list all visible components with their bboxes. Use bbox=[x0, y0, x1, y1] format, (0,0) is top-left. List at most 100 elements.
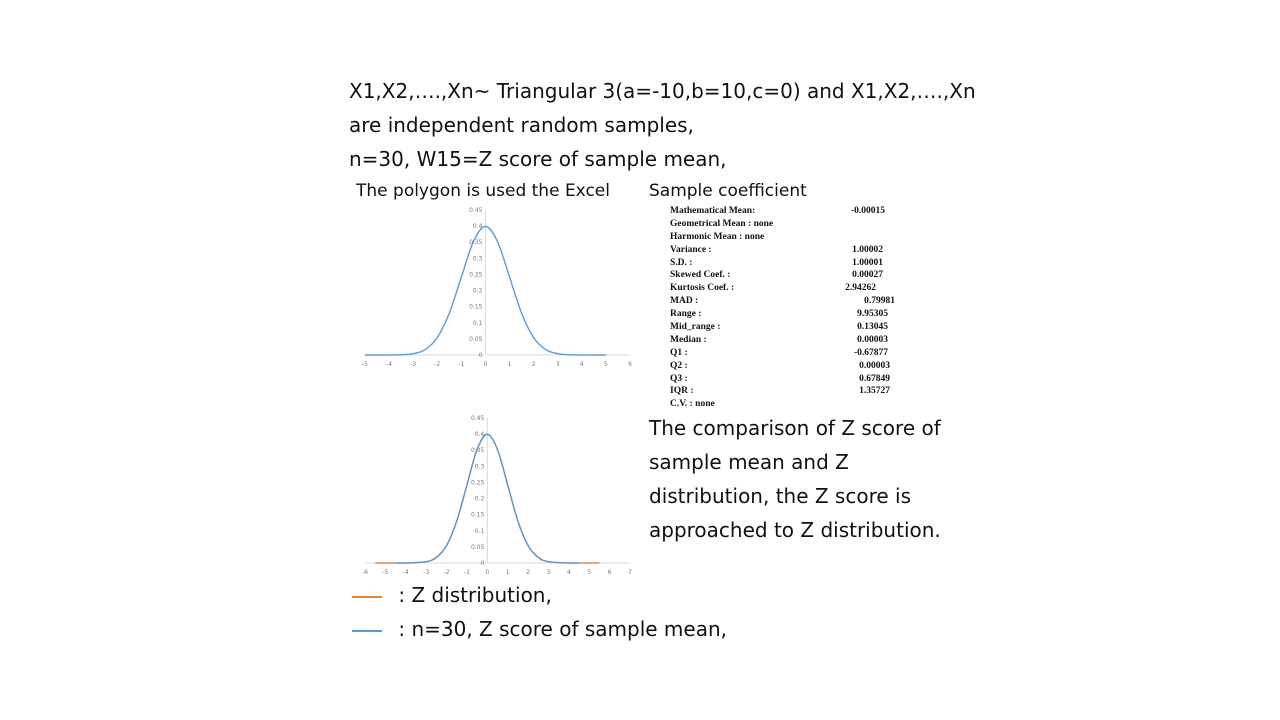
stat-value: 1.00001 bbox=[852, 257, 883, 268]
stat-row: Q3 : 0.67849 bbox=[670, 374, 910, 387]
y-tick-label: 0.4 bbox=[473, 223, 483, 230]
stat-row: Variance : 1.00002 bbox=[670, 245, 910, 258]
x-tick-label: 0 bbox=[485, 569, 489, 576]
x-tick-label: 2 bbox=[532, 361, 536, 368]
stat-name: Skewed Coef. : bbox=[670, 270, 731, 281]
y-tick-label: 0.3 bbox=[473, 255, 483, 262]
x-tick-label: -3 bbox=[410, 361, 416, 368]
stat-row: Kurtosis Coef. : 2.94262 bbox=[670, 283, 910, 296]
y-tick-label: 0.45 bbox=[471, 415, 485, 422]
y-tick-label: 0.45 bbox=[469, 207, 483, 214]
chart-bottom-comparison: 0 0.05 0.1 0.15 0.2 0.25 0.3 0.35 0.4 0.45 -6 -5 -4 -… bbox=[362, 415, 632, 576]
stat-value: 1.35727 bbox=[859, 386, 890, 397]
y-tick-label: 0 bbox=[480, 560, 484, 567]
y-tick-label: 0.25 bbox=[469, 271, 483, 278]
x-tick-label: 3 bbox=[556, 361, 560, 368]
stat-name: Q2 : bbox=[670, 360, 688, 371]
x-tick-label: -6 bbox=[362, 569, 368, 576]
stat-name: Harmonic Mean : none bbox=[670, 231, 765, 242]
legend-row-sample-mean: : n=30, Z score of sample mean, bbox=[352, 612, 727, 646]
y-tick-label: 0.1 bbox=[473, 320, 483, 327]
x-tick-label: -2 bbox=[444, 569, 450, 576]
y-tick-label: 0.25 bbox=[471, 479, 485, 486]
stat-row: MAD : 0.79981 bbox=[670, 296, 910, 309]
x-tick-label: -5 bbox=[362, 361, 368, 368]
comparison-text: The comparison of Z score of sample mean… bbox=[649, 416, 941, 542]
y-tick-label: 0.05 bbox=[469, 336, 483, 343]
x-tick-label: 4 bbox=[567, 569, 571, 576]
stat-row: Skewed Coef. : 0.00027 bbox=[670, 270, 910, 283]
stat-name: Geometrical Mean : none bbox=[670, 218, 774, 229]
y-tick-label: 0.2 bbox=[473, 288, 483, 295]
x-tick-label: 6 bbox=[608, 569, 612, 576]
heading-line-1: X1,X2,….,Xn~ Triangular 3(a=-10,b=10,c=0… bbox=[349, 79, 976, 103]
stat-row: Median : 0.00003 bbox=[670, 335, 910, 348]
x-tick-label: -3 bbox=[423, 569, 429, 576]
stat-name: Median : bbox=[670, 334, 707, 345]
x-tick-label: 5 bbox=[604, 361, 608, 368]
legend-line-orange-icon bbox=[352, 595, 382, 598]
sample-coefficient-table: Mathematical Mean: -0.00015 Geometrical M… bbox=[670, 206, 910, 412]
legend-line-blue-icon bbox=[352, 629, 382, 632]
x-tick-label: 1 bbox=[508, 361, 512, 368]
x-tick-label: -2 bbox=[434, 361, 440, 368]
y-tick-label: 0.3 bbox=[475, 463, 485, 470]
series-line-0 bbox=[365, 225, 606, 356]
polygon-label: The polygon is used the Excel bbox=[356, 181, 610, 201]
y-tick-label: 0.4 bbox=[475, 431, 485, 438]
stat-row: Range : 9.95305 bbox=[670, 309, 910, 322]
legend-row-z-distribution: : Z distribution, bbox=[352, 578, 552, 612]
stat-name: Q1 : bbox=[670, 347, 688, 358]
stat-row: Mathematical Mean: -0.00015 bbox=[670, 206, 910, 219]
stat-name: S.D. : bbox=[670, 257, 693, 268]
stat-row: Q1 : -0.67877 bbox=[670, 348, 910, 361]
stat-name: Mid_range : bbox=[670, 322, 721, 333]
legend-label-sample-mean: : n=30, Z score of sample mean, bbox=[392, 617, 727, 641]
stat-name: Mathematical Mean: bbox=[670, 206, 756, 216]
x-tick-label: 4 bbox=[580, 361, 584, 368]
y-tick-label: 0.35 bbox=[471, 447, 485, 454]
y-tick-label: 0.35 bbox=[469, 239, 483, 246]
x-tick-label: 2 bbox=[526, 569, 530, 576]
stat-row: Q2 : 0.00003 bbox=[670, 361, 910, 374]
stat-name: Variance : bbox=[670, 244, 712, 255]
stat-value: 0.00003 bbox=[859, 360, 890, 371]
series-line-1 bbox=[395, 433, 580, 564]
x-tick-label: -4 bbox=[403, 569, 409, 576]
stat-value: 0.00027 bbox=[852, 270, 883, 281]
chart-top-sample-mean: 0 0.05 0.1 0.15 0.2 0.25 0.3 0.35 0.4 0.45 -5 -4 -3 -… bbox=[362, 207, 632, 368]
stat-name: Range : bbox=[670, 309, 702, 320]
stat-name: Q3 : bbox=[670, 373, 688, 384]
stat-row: C.V. : none bbox=[670, 399, 910, 412]
stat-value: 0.00003 bbox=[857, 334, 888, 345]
stat-value: 1.00002 bbox=[852, 244, 883, 255]
stat-value: 9.95305 bbox=[857, 309, 888, 320]
stat-value: 2.94262 bbox=[845, 283, 876, 294]
y-tick-label: 0.15 bbox=[471, 512, 485, 519]
stat-value: -0.00015 bbox=[850, 206, 885, 216]
stat-row: Harmonic Mean : none bbox=[670, 232, 910, 245]
y-tick-label: 0.1 bbox=[475, 528, 485, 535]
heading-line-2: are independent random samples, bbox=[349, 113, 694, 137]
x-tick-label: 0 bbox=[484, 361, 488, 368]
stat-name: IQR : bbox=[670, 386, 694, 397]
stat-value: 0.13045 bbox=[857, 322, 888, 333]
coefficient-title: Sample coefficient bbox=[649, 181, 807, 201]
x-tick-label: 5 bbox=[587, 569, 591, 576]
x-tick-label: 3 bbox=[547, 569, 551, 576]
x-tick-label: 7 bbox=[628, 569, 632, 576]
x-tick-label: -5 bbox=[382, 569, 388, 576]
x-tick-label: 6 bbox=[628, 361, 632, 368]
stat-row: IQR : 1.35727 bbox=[670, 386, 910, 399]
stat-name: C.V. : none bbox=[670, 399, 715, 410]
stat-name: MAD : bbox=[670, 296, 699, 307]
heading-line-3: n=30, W15=Z score of sample mean, bbox=[349, 147, 727, 171]
stat-row: Geometrical Mean : none bbox=[670, 219, 910, 232]
x-tick-label: 1 bbox=[506, 569, 510, 576]
stat-name: Kurtosis Coef. : bbox=[670, 283, 735, 294]
stat-value: 0.79981 bbox=[864, 296, 895, 307]
y-tick-label: 0 bbox=[479, 352, 483, 359]
x-tick-label: -1 bbox=[464, 569, 470, 576]
x-tick-label: -1 bbox=[458, 361, 464, 368]
y-tick-label: 0.2 bbox=[475, 496, 485, 503]
